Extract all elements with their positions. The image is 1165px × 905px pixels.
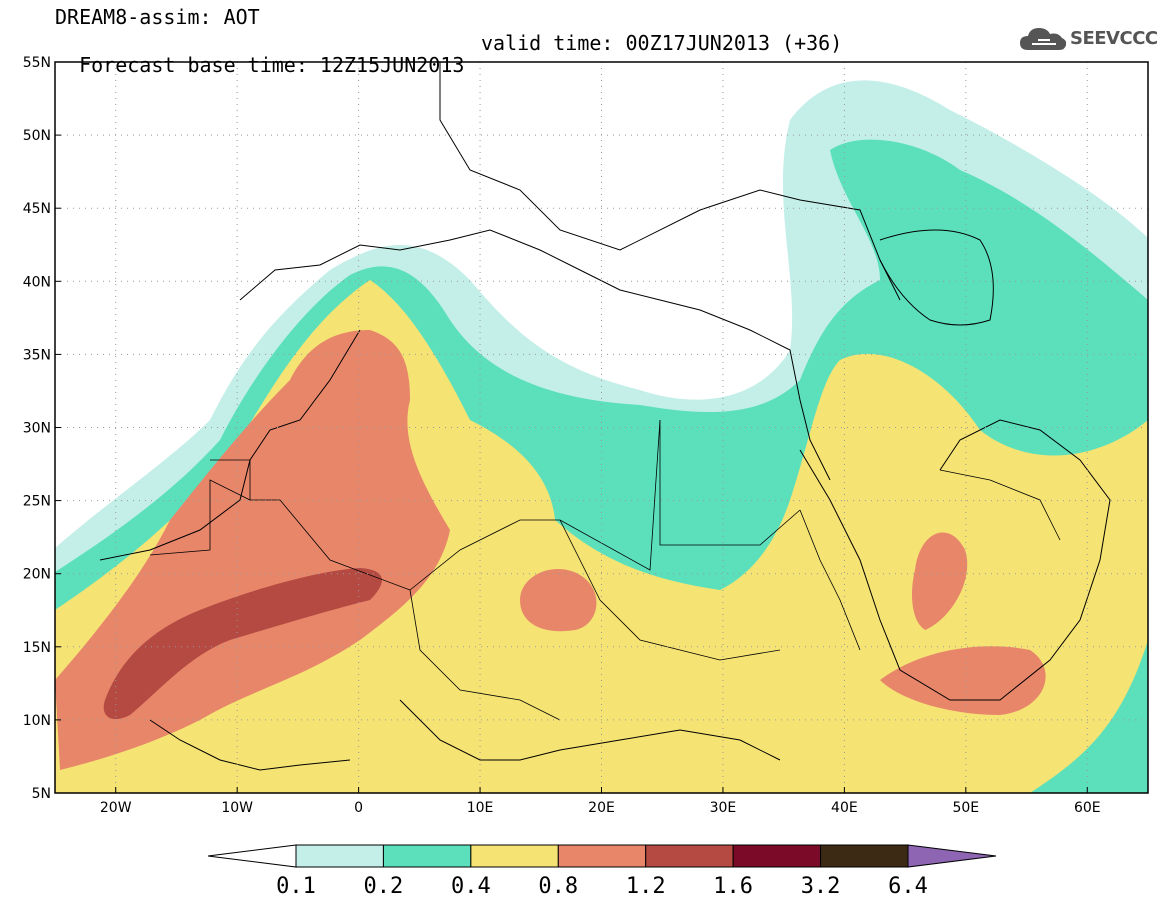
x-tick-label: 40E (831, 800, 858, 816)
map-subtitle: Forecast base time: 12Z15JUN2013 valid t… (55, 32, 842, 98)
colorbar-box (295, 844, 384, 868)
y-tick-label: 10N (23, 713, 51, 729)
y-tick-label: 5N (32, 786, 51, 802)
borders (149, 419, 1061, 721)
y-tick-label: 30N (23, 421, 51, 437)
contour-1.2 (103, 568, 382, 720)
x-tick-label: 10W (221, 800, 253, 816)
y-tick-label: 35N (23, 347, 51, 363)
forecast-base-time: Forecast base time: 12Z15JUN2013 (79, 53, 465, 77)
colorbar-box (645, 844, 734, 868)
coastlines (99, 62, 1111, 771)
x-tick-label: 0 (354, 800, 363, 816)
contour-0.8 (912, 532, 968, 630)
y-tick-label: 50N (23, 128, 51, 144)
colorbar-under-arrow (207, 844, 297, 868)
aot-field (55, 80, 1148, 793)
x-tick-label: 20W (100, 800, 132, 816)
x-tick-label: 10E (467, 800, 494, 816)
y-tick-label: 15N (23, 640, 51, 656)
y-tick-label: 55N (23, 55, 51, 71)
x-tick-label: 50E (952, 800, 979, 816)
colorbar-box (382, 844, 472, 868)
colorbar-label: 0.8 (538, 874, 578, 899)
y-tick-label: 25N (23, 494, 51, 510)
colorbar-label: 0.1 (276, 874, 316, 899)
colorbar-label: 0.2 (364, 874, 404, 899)
seevccc-logo: SEEVCCC (1018, 24, 1158, 54)
y-tick-label: 20N (23, 567, 51, 583)
y-tick-label: 45N (23, 201, 51, 217)
colorbar-label: 6.4 (888, 874, 928, 899)
colorbar-label: 3.2 (801, 874, 841, 899)
y-tick-label: 40N (23, 274, 51, 290)
logo-text: SEEVCCC (1070, 28, 1158, 49)
x-tick-label: 60E (1074, 800, 1101, 816)
colorbar-box (470, 844, 559, 868)
cloud-icon (1020, 28, 1067, 50)
colorbar-box (820, 844, 909, 868)
contour-0.8 (520, 569, 597, 632)
x-tick-label: 30E (710, 800, 737, 816)
valid-time: valid time: 00Z17JUN2013 (+36) (481, 31, 843, 55)
x-tick-label: 20E (588, 800, 615, 816)
y-ticks: 5N 10N 15N 20N 25N 30N 35N 40N 45N 50N 55N (23, 55, 61, 802)
colorbar-label: 1.6 (713, 874, 753, 899)
colorbar-label: 0.4 (451, 874, 491, 899)
colorbar-box (557, 844, 647, 868)
colorbar-over-arrow (907, 844, 997, 868)
colorbar-box (732, 844, 822, 868)
x-ticks: 20W 10W 0 10E 20E 30E 40E 50E 60E (100, 787, 1101, 816)
map-title: DREAM8-assim: AOT (55, 5, 260, 29)
contour-0.8 (880, 646, 1046, 715)
grid (55, 62, 1148, 793)
colorbar-label: 1.2 (626, 874, 666, 899)
colorbar: 0.1 0.2 0.4 0.8 1.2 1.6 3.2 6.4 (207, 844, 997, 899)
